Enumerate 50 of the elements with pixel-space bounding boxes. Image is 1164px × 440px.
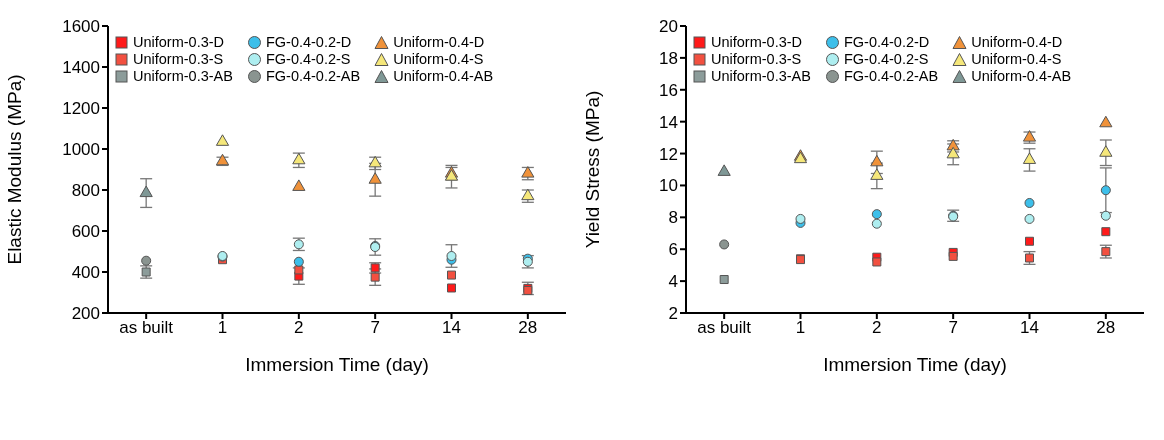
legend-label: FG-0.4-0.2-D (265, 34, 352, 50)
y-tick-label: 18 (659, 48, 678, 68)
x-tick-label: 7 (370, 318, 380, 338)
y-tick-label: 1600 (62, 17, 100, 37)
legend-label: Uniform-0.4-AB (971, 68, 1072, 84)
y-tick-label: 1400 (62, 58, 100, 78)
legend-label: Uniform-0.3-S (711, 51, 802, 67)
y-tick-label: 1200 (62, 99, 100, 119)
y-tick-label: 16 (659, 80, 678, 100)
x-tick-label: 2 (294, 318, 304, 338)
legend-label: FG-0.4-0.2-S (843, 51, 929, 67)
y-tick-label: 1000 (62, 140, 100, 160)
y-tick-label: 4 (668, 272, 678, 292)
legend-label: Uniform-0.4-S (393, 51, 484, 67)
y-tick-label: 600 (71, 222, 100, 242)
y-tick-label: 12 (659, 144, 678, 164)
y-tick-label: 800 (71, 181, 100, 201)
x-axis-title: Immersion Time (day) (823, 354, 1007, 375)
y-tick-label: 2 (668, 304, 678, 324)
legend-label: FG-0.4-0.2-AB (843, 68, 939, 84)
y-tick-label: 20 (659, 17, 678, 37)
y-tick-label: 10 (659, 176, 678, 196)
legend-label: FG-0.4-0.2-AB (265, 68, 361, 84)
legend-label: Uniform-0.3-AB (133, 68, 233, 84)
legend-label: Uniform-0.3-D (133, 34, 225, 50)
x-tick-label: 14 (1020, 318, 1039, 338)
legend-label: Uniform-0.4-D (393, 34, 485, 50)
legend-label: Uniform-0.3-AB (711, 68, 811, 84)
y-tick-label: 6 (668, 240, 678, 260)
x-tick-label: 1 (217, 318, 228, 338)
x-axis-title: Immersion Time (day) (245, 354, 429, 375)
legend-label: FG-0.4-0.2-S (265, 51, 351, 67)
x-tick-label: as built (119, 318, 174, 338)
y-tick-label: 200 (71, 304, 100, 324)
y-tick-label: 400 (71, 263, 100, 283)
x-tick-label: 14 (442, 318, 461, 338)
x-tick-label: as built (697, 318, 752, 338)
x-tick-label: 28 (518, 318, 538, 338)
y-tick-label: 8 (668, 208, 678, 228)
x-tick-label: 28 (1096, 318, 1116, 338)
legend-label: Uniform-0.3-S (133, 51, 224, 67)
x-tick-label: 1 (795, 318, 806, 338)
legend-label: Uniform-0.4-D (971, 34, 1063, 50)
legend-label: FG-0.4-0.2-D (843, 34, 930, 50)
x-tick-label: 7 (948, 318, 958, 338)
legend-label: Uniform-0.4-S (971, 51, 1062, 67)
legend-label: Uniform-0.4-AB (393, 68, 494, 84)
y-tick-label: 14 (659, 112, 678, 132)
legend-label: Uniform-0.3-D (711, 34, 803, 50)
x-tick-label: 2 (872, 318, 882, 338)
